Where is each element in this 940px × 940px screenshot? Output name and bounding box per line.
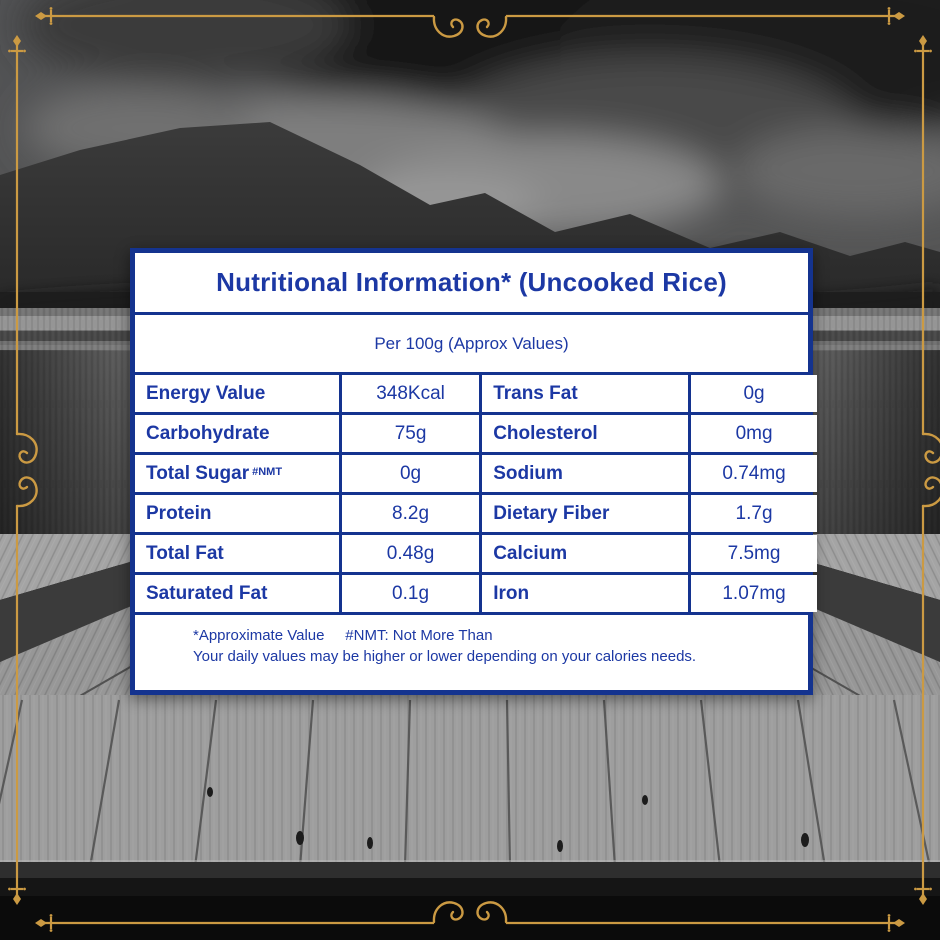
nutrient-value: 0.1g — [341, 575, 480, 612]
nutrient-label: Calcium — [482, 535, 689, 572]
nutrient-value: 1.07mg — [691, 575, 817, 612]
nutrient-label: Iron — [482, 575, 689, 612]
nutrient-label: Dietary Fiber — [482, 495, 689, 532]
nutrient-label: Trans Fat — [482, 375, 689, 412]
nutrient-value: 75g — [341, 415, 480, 452]
nutrition-card: Nutritional Information* (Uncooked Rice)… — [130, 248, 817, 695]
nutrient-value: 7.5mg — [691, 535, 817, 572]
footnote-line-1: *Approximate Value #NMT: Not More Than — [193, 627, 493, 644]
nutrition-table: Energy Value 348Kcal Trans Fat 0g Carboh… — [135, 375, 817, 615]
nutrient-label: Energy Value — [135, 375, 339, 412]
nutrient-value: 0g — [691, 375, 817, 412]
serving-size-text: Per 100g (Approx Values) — [374, 333, 569, 353]
nutrient-label: Cholesterol — [482, 415, 689, 452]
nutrient-value: 0mg — [691, 415, 817, 452]
nutrient-label: Protein — [135, 495, 339, 532]
nutrient-value: 8.2g — [341, 495, 480, 532]
footnotes: *Approximate Value #NMT: Not More Than Y… — [135, 615, 808, 690]
nutrient-label: Carbohydrate — [135, 415, 339, 452]
nutrient-label: Total Fat — [135, 535, 339, 572]
nutrient-label: Total Sugar #NMT — [135, 455, 339, 492]
nutrient-value: 1.7g — [691, 495, 817, 532]
nutrient-value: 0g — [341, 455, 480, 492]
footnote-line-2: Your daily values may be higher or lower… — [193, 648, 697, 665]
nutrition-card-subheader: Per 100g (Approx Values) — [135, 315, 808, 375]
nutrition-card-header: Nutritional Information* (Uncooked Rice) — [135, 253, 808, 315]
page-title: Nutritional Information* (Uncooked Rice) — [216, 267, 727, 297]
nutrient-label: Saturated Fat — [135, 575, 339, 612]
nutrient-value: 0.74mg — [691, 455, 817, 492]
nutrient-value: 348Kcal — [341, 375, 480, 412]
nutrient-label: Sodium — [482, 455, 689, 492]
nutrient-value: 0.48g — [341, 535, 480, 572]
